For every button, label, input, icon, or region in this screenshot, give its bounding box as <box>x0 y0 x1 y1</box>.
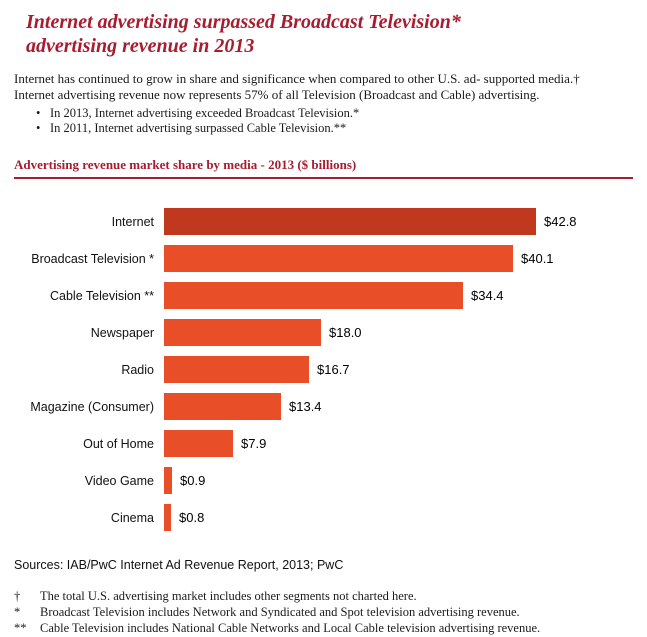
bar-out-of-home <box>164 430 233 457</box>
footnote-text: Cable Television includes National Cable… <box>40 621 541 635</box>
bullet-item-1: In 2013, Internet advertising exceeded B… <box>14 106 633 121</box>
bar-value-label: $34.4 <box>471 288 504 303</box>
bar-value-label: $0.8 <box>179 510 205 525</box>
chart-row-radio: Radio $16.7 <box>14 351 633 388</box>
page-title-line-2: advertising revenue in 2013 <box>26 35 255 57</box>
bar-category-label: Video Game <box>84 473 154 488</box>
bar-track: $18.0 <box>164 319 633 346</box>
bar-category-label: Radio <box>121 362 154 377</box>
bar-category-label: Cinema <box>110 510 154 525</box>
bar-newspaper <box>164 319 321 346</box>
bar-value-label: $0.9 <box>180 473 206 488</box>
bullet-item-2: In 2011, Internet advertising surpassed … <box>14 121 633 136</box>
bar-value-label: $7.9 <box>241 436 267 451</box>
heading-divider <box>14 177 633 179</box>
bar-radio <box>164 356 309 383</box>
bar-track: $7.9 <box>164 430 633 457</box>
bar-category-label: Cable Television ** <box>50 288 154 303</box>
footnote-text: Broadcast Television includes Network an… <box>40 605 520 619</box>
footnote-asterisk: * Broadcast Television includes Network … <box>14 604 633 620</box>
footnote-symbol: * <box>14 605 21 619</box>
intro-line-2: Internet advertising revenue now represe… <box>14 87 540 102</box>
footnote-text: The total U.S. advertising market includ… <box>40 589 417 603</box>
bar-category-label: Newspaper <box>90 325 154 340</box>
footnote-symbol: ** <box>14 621 27 635</box>
intro-paragraph: Internet has continued to grow in share … <box>14 71 633 103</box>
bar-track: $34.4 <box>164 282 633 309</box>
bar-value-label: $13.4 <box>289 399 322 414</box>
footnote-symbol: † <box>14 589 21 603</box>
bar-value-label: $16.7 <box>317 362 350 377</box>
chart-row-magazine: Magazine (Consumer) $13.4 <box>14 388 633 425</box>
sources-line: Sources: IAB/PwC Internet Ad Revenue Rep… <box>14 558 344 572</box>
footnote-dagger: † The total U.S. advertising market incl… <box>14 588 633 604</box>
bar-category-label: Out of Home <box>83 436 154 451</box>
chart-row-cable-tv: Cable Television ** $34.4 <box>14 277 633 314</box>
footnote-double-asterisk: ** Cable Television includes National Ca… <box>14 620 633 636</box>
bar-track: $42.8 <box>164 208 633 235</box>
bar-value-label: $42.8 <box>544 214 577 229</box>
footnotes: † The total U.S. advertising market incl… <box>14 588 633 636</box>
page-title: Internet advertising surpassed Broadcast… <box>26 10 633 58</box>
bar-category-label: Magazine (Consumer) <box>30 399 154 414</box>
bar-internet <box>164 208 536 235</box>
intro-line-1: Internet has continued to grow in share … <box>14 71 580 86</box>
chart-section-heading: Advertising revenue market share by medi… <box>14 157 357 172</box>
bar-chart: Internet $42.8 Broadcast Television * $4… <box>14 203 633 536</box>
chart-row-newspaper: Newspaper $18.0 <box>14 314 633 351</box>
bar-category-label: Broadcast Television * <box>31 251 154 266</box>
bar-value-label: $18.0 <box>329 325 362 340</box>
chart-row-video-game: Video Game $0.9 <box>14 462 633 499</box>
bullet-list: In 2013, Internet advertising exceeded B… <box>14 106 633 136</box>
bar-track: $0.9 <box>164 467 633 494</box>
bar-category-label: Internet <box>111 214 154 229</box>
bar-track: $16.7 <box>164 356 633 383</box>
chart-row-cinema: Cinema $0.8 <box>14 499 633 536</box>
page-title-line-1: Internet advertising surpassed Broadcast… <box>26 11 461 33</box>
bar-track: $13.4 <box>164 393 633 420</box>
chart-row-broadcast-tv: Broadcast Television * $40.1 <box>14 240 633 277</box>
chart-row-out-of-home: Out of Home $7.9 <box>14 425 633 462</box>
chart-row-internet: Internet $42.8 <box>14 203 633 240</box>
bar-track: $0.8 <box>164 504 633 531</box>
bar-cable-tv <box>164 282 463 309</box>
bar-value-label: $40.1 <box>521 251 554 266</box>
bar-cinema <box>164 504 171 531</box>
bar-video-game <box>164 467 172 494</box>
bar-track: $40.1 <box>164 245 633 272</box>
bar-broadcast-tv <box>164 245 513 272</box>
bar-magazine <box>164 393 281 420</box>
